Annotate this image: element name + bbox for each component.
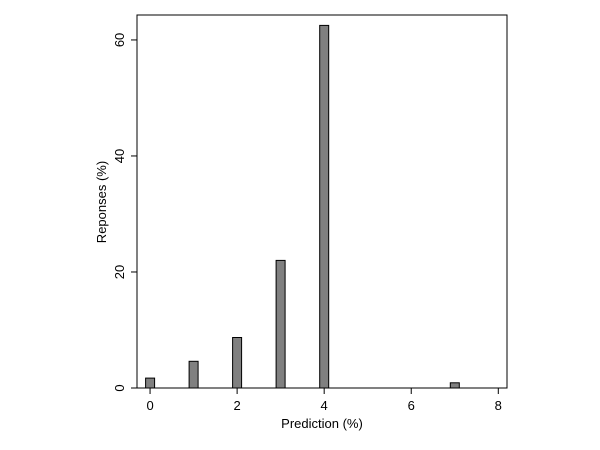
y-axis: 0 20 40 60 [112, 15, 138, 392]
x-tick-label-3: 6 [408, 398, 415, 413]
bar-4 [319, 24, 330, 389]
x-tick-label-4: 8 [495, 398, 502, 413]
bar-1 [188, 360, 199, 389]
x-tick-label-0: 0 [146, 398, 153, 413]
y-axis-title: Reponses (%) [94, 161, 109, 243]
bar-5 [449, 382, 460, 389]
x-axis-title: Prediction (%) [281, 416, 363, 431]
bar-0 [145, 377, 156, 389]
x-tick-label-2: 4 [321, 398, 328, 413]
bars-group [145, 24, 460, 389]
y-tick-label-0: 0 [112, 384, 127, 391]
y-tick-label-1: 20 [112, 265, 127, 279]
y-tick-label-2: 40 [112, 149, 127, 163]
bar-3 [275, 259, 286, 389]
y-tick-label-3: 60 [112, 33, 127, 47]
x-axis: 0 2 4 6 8 [137, 387, 507, 413]
x-tick-label-1: 2 [234, 398, 241, 413]
bar-2 [232, 337, 243, 389]
